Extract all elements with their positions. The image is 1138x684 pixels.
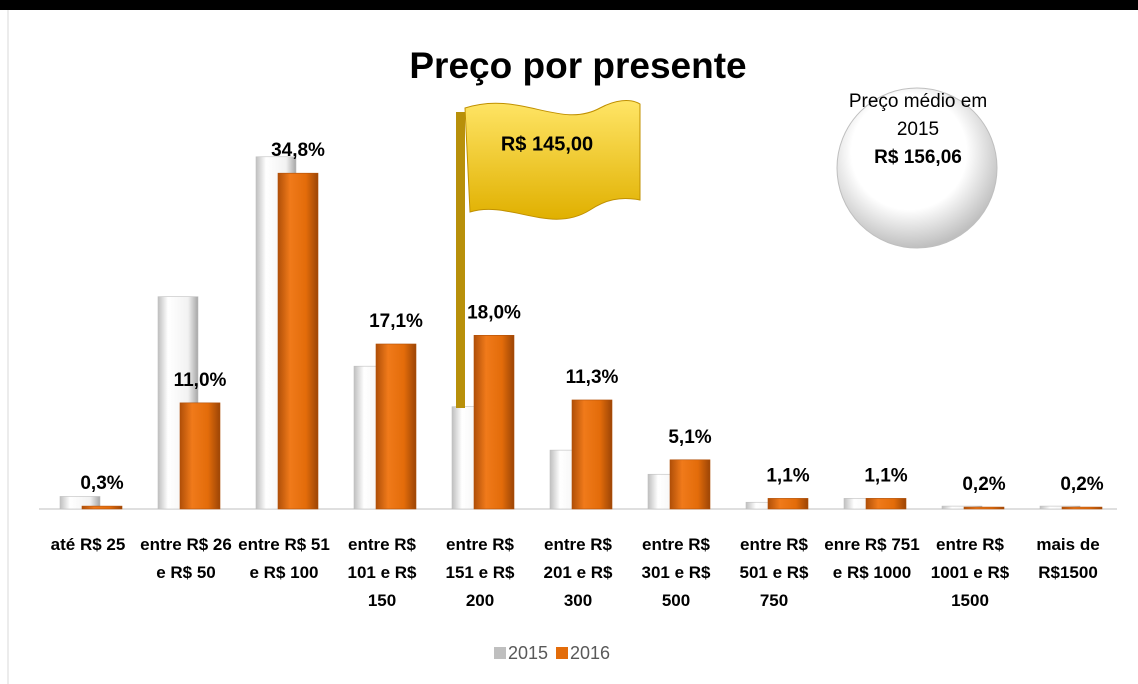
bar [81,505,123,510]
bar [963,506,1005,510]
bubble-value: R$ 156,06 [874,147,962,168]
bar [375,343,417,510]
data-label: 5,1% [668,427,711,448]
x-tick-label: entre R$ 26 e R$ 50 [140,535,232,582]
x-tick-label: entre R$ 101 e R$ 150 [347,535,417,610]
data-label: 18,0% [467,302,521,323]
bar [179,402,221,510]
flag-label: R$ 145,00 [501,133,593,155]
bar [571,399,613,510]
x-tick-label: entre R$ 201 e R$ 300 [543,535,613,610]
x-tick-label: enre R$ 751 e R$ 1000 [824,535,920,582]
data-label: 1,1% [766,465,809,486]
bubble-label: Preço médio em 2015 [848,91,988,140]
bubble [836,87,998,249]
data-label: 11,3% [566,367,619,388]
data-label: 0,2% [962,474,1005,495]
legend-swatch [556,647,568,659]
bar [473,334,515,510]
legend-label: 2015 [508,643,548,663]
x-tick-label: entre R$ 151 e R$ 200 [445,535,515,610]
bar [669,459,711,510]
x-tick-label: até R$ 25 [50,535,126,554]
chart-title: Preço por presente [409,45,746,86]
bar [277,172,319,510]
bar [767,498,809,510]
flag-pole [456,112,465,408]
data-label: 0,2% [1060,474,1103,495]
data-label: 1,1% [864,465,907,486]
flag [464,100,641,220]
legend-label: 2016 [570,643,610,663]
top-border [0,0,1138,10]
bar [865,498,907,510]
x-tick-label: entre R$ 301 e R$ 500 [641,535,711,610]
bar [1061,506,1103,510]
x-tick-label: entre R$ 51 e R$ 100 [238,535,330,582]
x-tick-label: mais de R$1500 [1036,535,1100,582]
data-label: 11,0% [174,370,227,391]
x-tick-label: entre R$ 1001 e R$ 1500 [930,535,1010,610]
x-tick-label: entre R$ 501 e R$ 750 [739,535,809,610]
data-label: 34,8% [271,140,325,161]
data-label: 17,1% [369,311,423,332]
bubble-text: Preço médio em 2015 R$ 156,06 [843,88,993,172]
data-label: 0,3% [80,473,123,494]
legend-swatch [494,647,506,659]
